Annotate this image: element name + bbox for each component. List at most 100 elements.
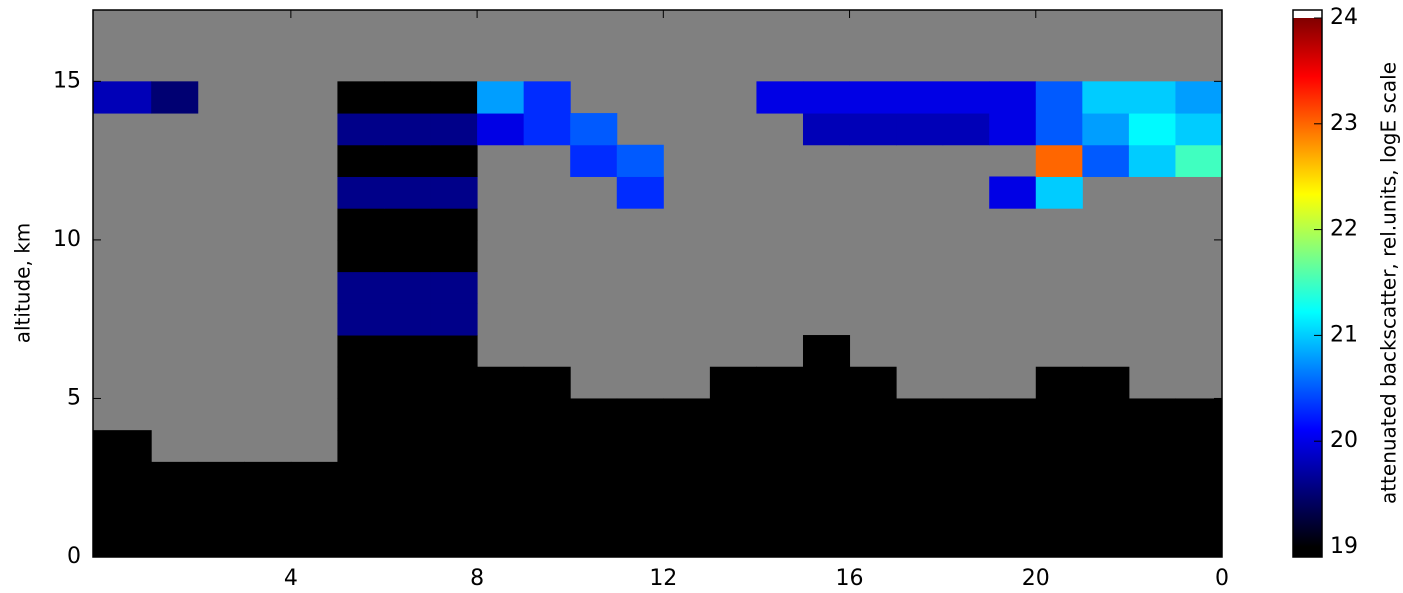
heatmap-cell xyxy=(849,113,897,146)
colorbar-tick-label: 19 xyxy=(1330,534,1358,559)
heatmap-cell xyxy=(989,430,1037,463)
heatmap-cell xyxy=(1128,525,1176,558)
heatmap-cell xyxy=(430,144,478,177)
heatmap-cell xyxy=(896,398,944,431)
heatmap-cell xyxy=(93,81,152,114)
heatmap-cell xyxy=(802,81,851,114)
x-tick-label: 4 xyxy=(284,566,298,591)
colorbar-frame xyxy=(1292,9,1323,558)
heatmap-cell xyxy=(151,525,199,558)
heatmap-cell xyxy=(290,461,338,495)
heatmap-cell xyxy=(383,271,432,304)
heatmap-cell xyxy=(709,461,757,495)
heatmap-cell xyxy=(477,493,525,526)
heatmap-cell xyxy=(337,113,385,146)
heatmap-cell xyxy=(477,366,525,399)
heatmap-cell xyxy=(197,493,245,526)
heatmap-cell xyxy=(802,493,851,526)
heatmap-cell xyxy=(1128,461,1176,495)
heatmap-cell xyxy=(1082,461,1130,495)
heatmap-cell xyxy=(802,366,851,399)
heatmap-cell xyxy=(663,461,711,495)
heatmap-cell xyxy=(430,493,478,526)
heatmap-cell xyxy=(802,461,851,495)
y-axis-label: altitude, km xyxy=(11,223,35,344)
heatmap-cell xyxy=(1035,81,1083,114)
heatmap-cell xyxy=(477,525,525,558)
heatmap-cell xyxy=(663,525,711,558)
heatmap-cell xyxy=(849,461,897,495)
heatmap-cell xyxy=(616,176,664,209)
colorbar-tick-label: 23 xyxy=(1330,111,1358,136)
heatmap-cell xyxy=(616,144,664,177)
heatmap-cell xyxy=(849,81,897,114)
heatmap-cell xyxy=(383,430,432,463)
colorbar-over xyxy=(1293,10,1322,18)
x-tick-label: 8 xyxy=(470,566,484,591)
heatmap-cell xyxy=(430,430,478,463)
heatmap-cell xyxy=(616,398,664,431)
plot-frame xyxy=(92,9,1223,558)
heatmap-cell xyxy=(1035,366,1083,399)
heatmap-cell xyxy=(523,525,571,558)
y-tick-label: 15 xyxy=(53,68,81,93)
y-tick-label: 10 xyxy=(53,227,81,252)
heatmap-cell xyxy=(756,398,804,431)
heatmap-cell xyxy=(849,493,897,526)
heatmap-cell xyxy=(244,525,292,558)
heatmap-cell xyxy=(1082,493,1130,526)
heatmap-cell xyxy=(477,81,525,114)
heatmap-cell xyxy=(337,144,385,177)
heatmap-cell xyxy=(1128,430,1176,463)
heatmap-cell xyxy=(383,144,432,177)
heatmap-cell xyxy=(197,525,245,558)
heatmap-cell xyxy=(942,493,990,526)
y-tick-label: 5 xyxy=(67,385,81,410)
heatmap-cell xyxy=(942,113,990,146)
heatmap-cell xyxy=(896,81,944,114)
heatmap-cell xyxy=(430,271,478,304)
heatmap-cell xyxy=(663,493,711,526)
heatmap-cell xyxy=(1128,144,1176,177)
heatmap-cell xyxy=(709,493,757,526)
heatmap-cell xyxy=(383,366,432,399)
heatmap-cell xyxy=(989,493,1037,526)
heatmap-cell xyxy=(570,525,618,558)
x-tick-label: 0 xyxy=(1215,566,1229,591)
heatmap-cell xyxy=(756,461,804,495)
x-tick-label: 20 xyxy=(1022,566,1050,591)
heatmap-cell xyxy=(430,366,478,399)
heatmap-cell xyxy=(337,398,385,431)
heatmap-cell xyxy=(151,493,199,526)
heatmap-cell xyxy=(523,81,571,114)
heatmap-cell xyxy=(383,303,432,336)
heatmap-cell xyxy=(1175,493,1223,526)
heatmap-cell xyxy=(1082,430,1130,463)
heatmap-cell xyxy=(383,208,432,241)
heatmap-cell xyxy=(523,366,571,399)
heatmap-cell xyxy=(570,113,618,146)
heatmap-cell xyxy=(430,208,478,241)
heatmap-cell xyxy=(1175,461,1223,495)
heatmap-cell xyxy=(383,176,432,209)
heatmap-cell xyxy=(337,493,385,526)
heatmap-cell xyxy=(570,461,618,495)
heatmap-cell xyxy=(1035,525,1083,558)
heatmap-cell xyxy=(989,113,1037,146)
heatmap-cell xyxy=(93,525,152,558)
heatmap-cell xyxy=(337,239,385,273)
heatmap-cell xyxy=(523,493,571,526)
heatmap-cell xyxy=(337,366,385,399)
heatmap-cell xyxy=(430,81,478,114)
heatmap-cell xyxy=(756,430,804,463)
heatmap-cell xyxy=(337,303,385,336)
heatmap-cell xyxy=(1035,430,1083,463)
heatmap-cell xyxy=(1035,461,1083,495)
heatmap-cell xyxy=(1035,144,1083,177)
heatmap-cell xyxy=(896,113,944,146)
heatmap-cell xyxy=(616,493,664,526)
heatmap-cell xyxy=(383,113,432,146)
heatmap-cell xyxy=(1035,176,1083,209)
heatmap-cell xyxy=(337,430,385,463)
heatmap-cell xyxy=(477,461,525,495)
